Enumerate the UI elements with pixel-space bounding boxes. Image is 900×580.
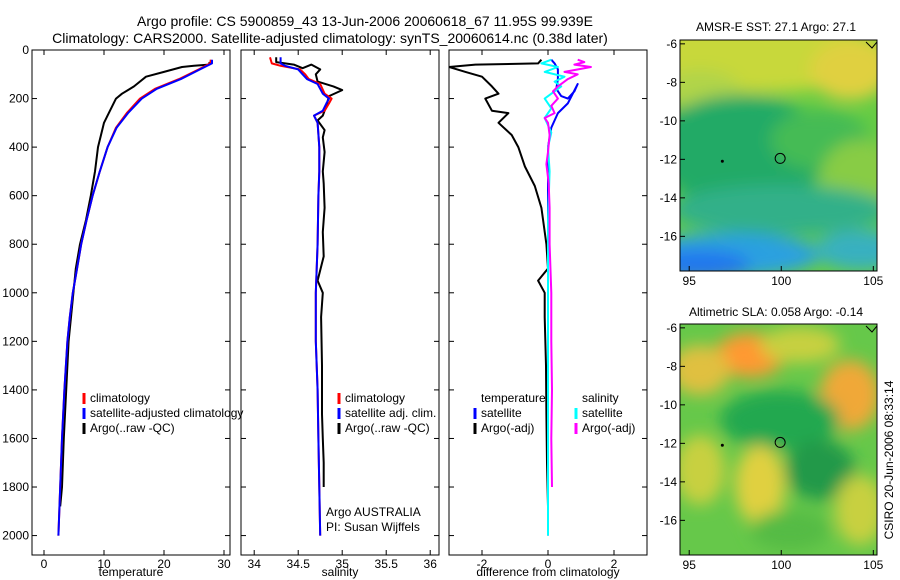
sst_map-ytick-label: -8 [666, 75, 677, 89]
argo-annotation-line: PI: Susan Wijffels [326, 520, 420, 534]
sla_map-ytick-label: -16 [660, 513, 678, 527]
temperature-series-climatology [57, 59, 212, 536]
difference-legend-salinity-item-label: satellite [582, 406, 623, 420]
salinity-xtick-label: 34 [248, 557, 262, 571]
csiro-timestamp-label: CSIRO 20-Jun-2006 08:33:14 [882, 380, 896, 539]
salinity-xtick-label: 35 [336, 557, 350, 571]
sst_map-xtick-label: 105 [863, 274, 883, 288]
sst_map-ytick-label: -10 [660, 114, 678, 128]
depth-tick-label: 600 [9, 189, 29, 203]
argo-annotation-line: Argo AUSTRALIA [326, 505, 421, 519]
sla_map-xtick-label: 100 [771, 558, 791, 572]
temperature-series-satellite-adjusted-climatology [57, 59, 213, 536]
salinity-frame [240, 49, 440, 556]
salinity-series-satellite-adj-clim- [279, 57, 330, 536]
depth-tick-label: 1400 [2, 383, 29, 397]
salinity-xtick-label: 35.5 [375, 557, 399, 571]
salinity-profile-chart: 34 34.5 35 35.5 36 salinity climatologysatelli… [240, 49, 440, 579]
depth-tick-label: 2000 [2, 529, 29, 543]
salinity-series-argo-raw-qc- [275, 57, 344, 487]
difference-legend-salinity-item-label: Argo(-adj) [582, 421, 635, 435]
sla_map-dot-marker [720, 443, 724, 447]
figure-title-line2: Climatology: CARS2000. Satellite-adjuste… [52, 30, 608, 46]
salinity-xtick-label: 36 [424, 557, 438, 571]
difference-series-salinity-argo-adj- [543, 58, 592, 488]
salinity-xtick-label: 34.5 [287, 557, 311, 571]
depth-tick-label: 1000 [2, 286, 29, 300]
sla-map-title: Altimetric SLA: 0.058 Argo: -0.14 [689, 305, 863, 319]
sla-map-frame [679, 323, 878, 556]
difference-series-salinity-satellite [540, 58, 566, 536]
salinity-legend-item-label: satellite adj. clim. [345, 406, 436, 420]
temperature-xtick-label: 10 [97, 557, 111, 571]
sla-map: Altimetric SLA: 0.058 Argo: -0.14 95 100 1… [660, 305, 884, 572]
temperature-legend-item-label: climatology [90, 391, 150, 405]
sla-map-ticks: 95 100 105 -6 -8 -10 -12 -14 -16 [660, 321, 884, 572]
depth-tick-label: 1600 [2, 431, 29, 445]
temperature-xlabel: temperature [99, 565, 164, 579]
depth-tick-label: 200 [9, 92, 29, 106]
sla_map-xtick-label: 105 [863, 558, 883, 572]
temperature-frame [31, 49, 231, 556]
sst_map-ytick-label: -12 [660, 152, 678, 166]
difference-legend-temperature-item-label: Argo(-adj) [481, 421, 534, 435]
salinity-xlabel: salinity [322, 565, 359, 579]
difference-series-group [449, 58, 592, 536]
salinity-series-group [269, 57, 344, 536]
sst_map-ytick-label: -6 [666, 37, 677, 51]
sla_map-xtick-label: 95 [683, 558, 697, 572]
sla-map-field [680, 324, 877, 555]
sla_map-argo-marker [774, 436, 786, 448]
salinity-legend-item-label: Argo(..raw -QC) [345, 421, 430, 435]
difference-legend-temperature-item-label: satellite [481, 406, 522, 420]
sst-map-field [680, 40, 877, 271]
difference-xlabel: difference from climatology [476, 565, 619, 579]
temperature-legend-item-label: satellite-adjusted climatology [90, 406, 243, 420]
sla_map-ytick-label: -6 [666, 321, 677, 335]
temperature-profile-chart: 0 10 20 30 0 200 400 600 800 1000 1200 1400 1600 1800… [2, 43, 243, 579]
temperature-series-argo-raw-qc- [59, 61, 211, 507]
sst_map-ytick-label: -16 [660, 229, 678, 243]
temperature-series-group [57, 59, 213, 536]
depth-tick-label: 800 [9, 237, 29, 251]
sla_map-ytick-label: -14 [660, 475, 678, 489]
depth-tick-label: 1800 [2, 480, 29, 494]
difference-xtick-label: -2 [477, 557, 488, 571]
sla_map-ytick-label: -12 [660, 436, 678, 450]
sst_map-ytick-label: -14 [660, 191, 678, 205]
temperature-xtick-label: 0 [41, 557, 48, 571]
difference-series-temperature-argo-adj- [449, 59, 549, 507]
sst-map: AMSR-E SST: 27.1 Argo: 27.1 95 100 105 -6 -8… [660, 20, 884, 288]
sla_map-ytick-label: -10 [660, 398, 678, 412]
difference-legend-temperature-title: temperature [481, 391, 546, 405]
sst-map-title: AMSR-E SST: 27.1 Argo: 27.1 [696, 20, 856, 34]
salinity-legend-item-label: climatology [345, 391, 405, 405]
figure-title-line1: Argo profile: CS 5900859_43 13-Jun-2006 … [137, 13, 593, 29]
sst_map-argo-marker [774, 152, 786, 164]
difference-legend-salinity-title: salinity [582, 391, 619, 405]
difference-xtick-label: 2 [611, 557, 618, 571]
temperature-xtick-label: 20 [157, 557, 171, 571]
sst-map-ticks: 95 100 105 -6 -8 -10 -12 -14 -16 [660, 37, 884, 288]
depth-tick-label: 0 [22, 43, 29, 57]
sst_map-dot-marker [720, 159, 724, 163]
sst_map-xtick-label: 100 [771, 274, 791, 288]
temperature-xtick-label: 30 [217, 557, 231, 571]
sst_map-xtick-label: 95 [683, 274, 697, 288]
temperature-legend-item-label: Argo(..raw -QC) [90, 421, 175, 435]
sla_map-ytick-label: -8 [666, 359, 677, 373]
difference-xtick-label: 0 [545, 557, 552, 571]
sst-map-frame [679, 39, 878, 272]
depth-tick-label: 1200 [2, 334, 29, 348]
depth-tick-label: 400 [9, 140, 29, 154]
